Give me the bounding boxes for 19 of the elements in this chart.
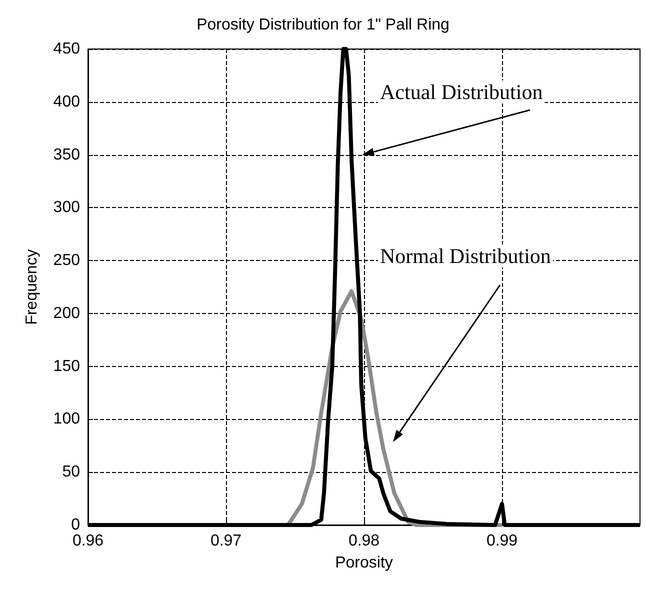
y-tick-label: 0	[71, 516, 80, 534]
x-tick-label: 0.96	[72, 532, 104, 550]
y-tick-label: 400	[53, 93, 80, 110]
x-tick-label: 0.98	[348, 532, 380, 550]
y-tick-label: 50	[62, 464, 80, 481]
y-tick-label: 100	[53, 410, 80, 428]
annotation: Actual Distribution	[380, 80, 544, 104]
annotation: Normal Distribution	[380, 244, 552, 268]
x-axis-title: Porosity	[335, 554, 393, 572]
y-axis-title: Frequency	[24, 249, 40, 325]
y-tick-label: 150	[53, 358, 80, 375]
x-tick-label: 0.99	[486, 532, 518, 550]
y-tick-label: 250	[53, 252, 80, 270]
y-tick-label: 450	[53, 40, 80, 58]
x-tick-label: 0.97	[210, 532, 242, 550]
y-tick-label: 200	[53, 304, 80, 322]
y-tick-label: 300	[53, 199, 80, 216]
y-tick-label: 350	[53, 146, 80, 164]
chart-title: Porosity Distribution for 1" Pall Ring	[196, 16, 450, 34]
